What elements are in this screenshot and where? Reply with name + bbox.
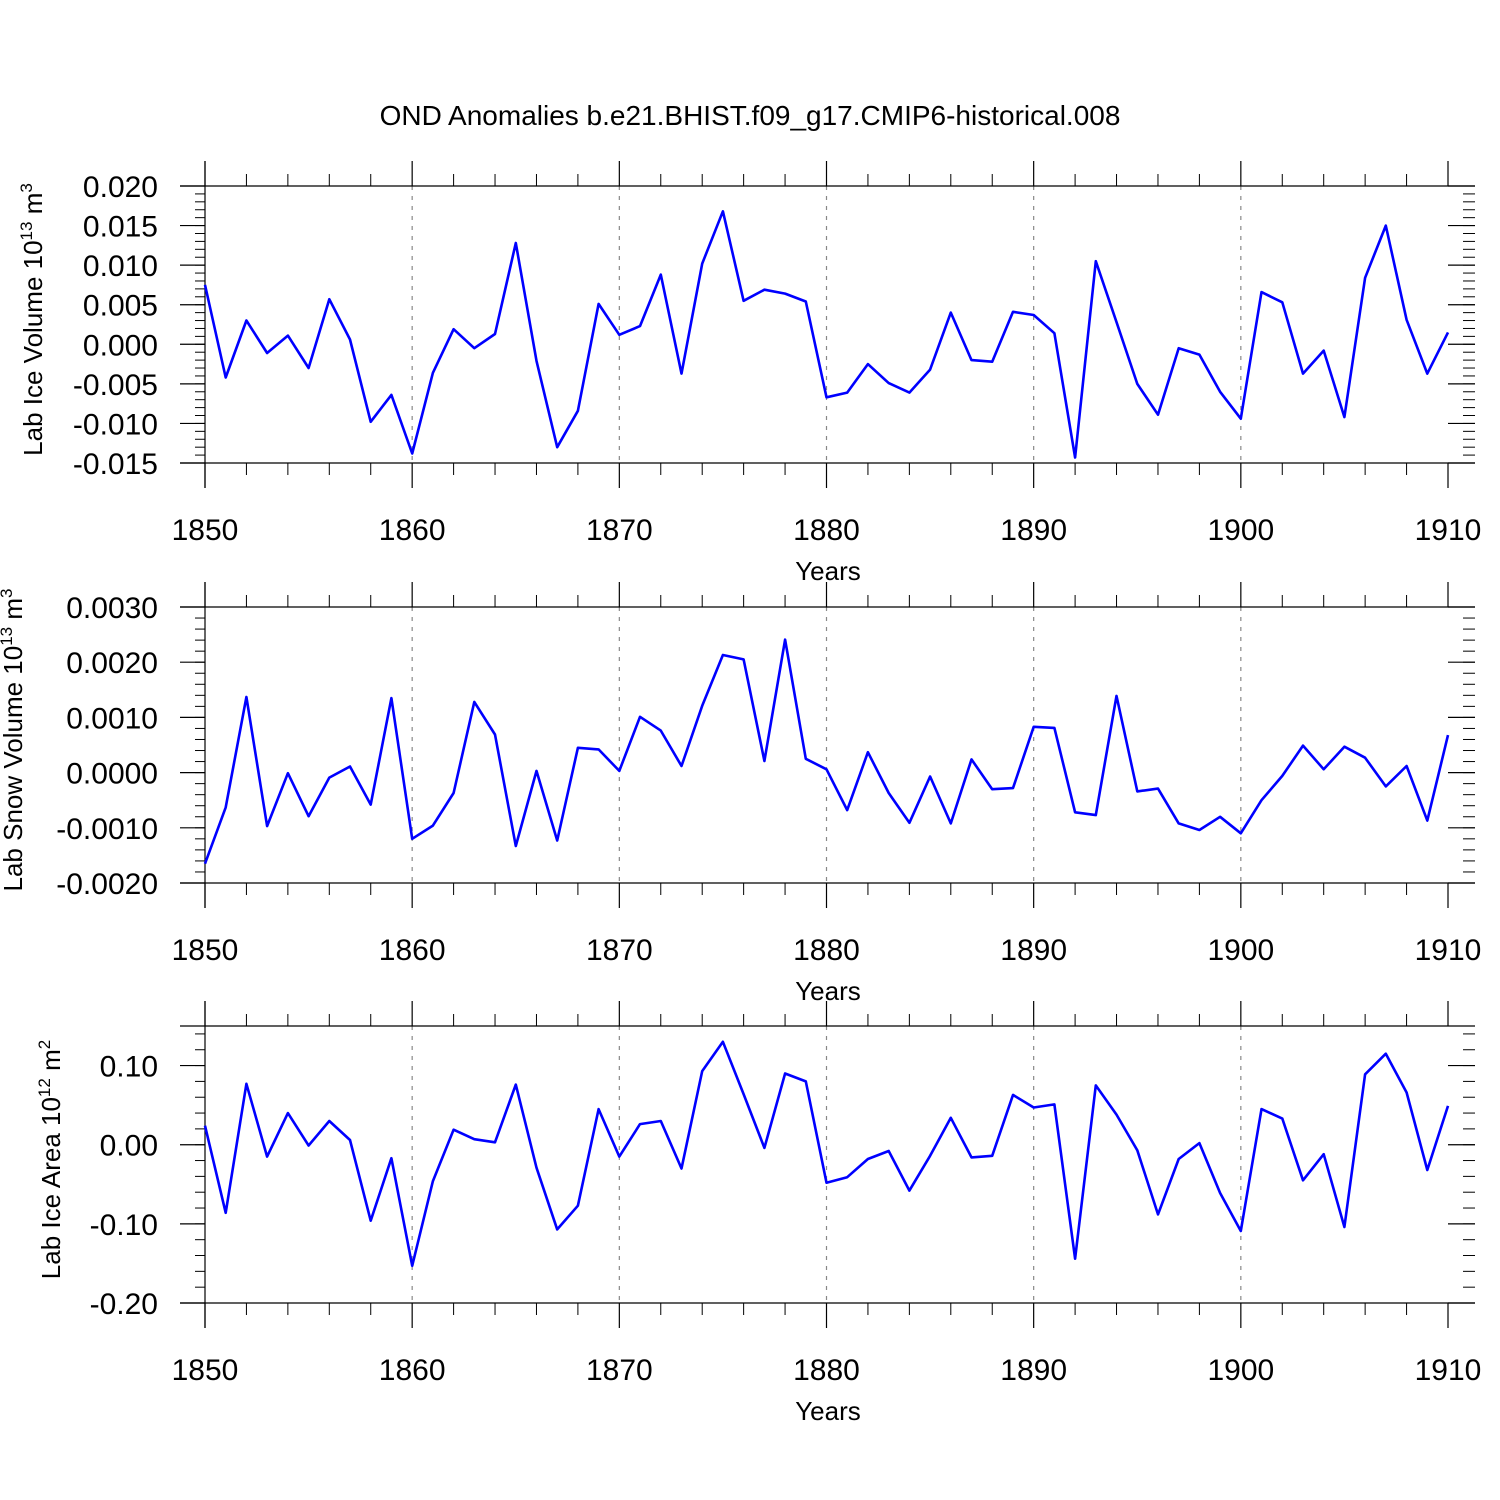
x-tick-label: 1880 [793, 934, 860, 967]
y-tick-label: -0.10 [90, 1209, 158, 1242]
x-axis-title: Years [795, 556, 861, 586]
x-tick-label: 1860 [379, 1354, 446, 1387]
x-tick-label: 1850 [172, 934, 239, 967]
y-tick-label: 0.00 [100, 1130, 158, 1163]
x-tick-label: 1910 [1415, 1354, 1482, 1387]
y-axis-title-text: Lab Ice Area 10 [36, 1097, 66, 1279]
y-tick-label: -0.0010 [56, 813, 158, 846]
y-axis-title-text: Lab Ice Volume 10 [18, 240, 48, 455]
ice-area-series-line [203, 1040, 1450, 1268]
y-tick-label: -0.0020 [56, 868, 158, 901]
ice-volume-series-line [203, 210, 1450, 459]
y-tick-label: 0.0030 [66, 592, 158, 625]
x-tick-label: 1870 [586, 934, 653, 967]
x-tick-label: 1850 [172, 1354, 239, 1387]
y-axis-title-unit-power: 3 [17, 183, 36, 192]
x-tick-label: 1880 [793, 1354, 860, 1387]
y-axis-title-exponent: 13 [0, 627, 16, 646]
y-tick-label: 0.0010 [66, 702, 158, 735]
x-tick-label: 1860 [379, 934, 446, 967]
x-axis-title: Years [795, 1396, 861, 1426]
y-axis-title-unit-power: 3 [0, 588, 16, 597]
x-tick-label: 1900 [1207, 1354, 1274, 1387]
x-tick-label: 1900 [1207, 934, 1274, 967]
y-axis-title-unit: m [0, 598, 28, 627]
y-tick-label: -0.005 [73, 369, 158, 402]
x-tick-label: 1910 [1415, 934, 1482, 967]
x-tick-label: 1870 [586, 514, 653, 547]
y-tick-label: 0.005 [83, 290, 158, 323]
y-tick-label: 0.10 [100, 1051, 158, 1084]
x-tick-label: 1910 [1415, 514, 1482, 547]
y-tick-label: 0.010 [83, 250, 158, 283]
x-tick-label: 1880 [793, 514, 860, 547]
y-tick-label: 0.0000 [66, 758, 158, 791]
y-axis-title-unit: m [18, 193, 48, 222]
y-tick-label: 0.0020 [66, 647, 158, 680]
y-axis-title: Lab Snow Volume 1013 m3 [0, 588, 28, 891]
x-axis-title: Years [795, 976, 861, 1006]
panel-ice-volume: -0.015 -0.010 -0.005 0.000 0.005 0.010 0.015 0.… [17, 161, 1481, 586]
x-tick-label: 1850 [172, 514, 239, 547]
y-tick-label: -0.20 [90, 1288, 158, 1321]
panel-snow-volume: -0.0020 -0.0010 0.0000 0.0010 0.0020 0.0030 18… [0, 582, 1481, 1006]
x-tick-label: 1890 [1000, 1354, 1067, 1387]
y-tick-label: -0.010 [73, 408, 158, 441]
x-tick-label: 1870 [586, 1354, 653, 1387]
y-axis-title-exponent: 12 [35, 1078, 54, 1097]
y-tick-label: 0.020 [83, 171, 158, 204]
y-axis-title: Lab Ice Volume 1013 m3 [17, 183, 48, 456]
x-tick-label: 1890 [1000, 514, 1067, 547]
panel-ice-area: -0.20 -0.10 0.00 0.10 1850 1860 1870 1880 1890 19… [35, 1001, 1481, 1426]
x-tick-label: 1900 [1207, 514, 1274, 547]
y-axis-title-unit-power: 2 [35, 1040, 54, 1049]
y-tick-label: -0.015 [73, 448, 158, 481]
y-axis-title-unit: m [36, 1049, 66, 1078]
y-axis-title-exponent: 13 [17, 222, 36, 241]
snow-volume-series-line [203, 638, 1450, 865]
y-tick-label: 0.000 [83, 329, 158, 362]
x-tick-label: 1860 [379, 514, 446, 547]
x-tick-label: 1890 [1000, 934, 1067, 967]
y-axis-title: Lab Ice Area 1012 m2 [35, 1040, 66, 1279]
figure-title: OND Anomalies b.e21.BHIST.f09_g17.CMIP6-… [380, 100, 1121, 131]
y-axis-title-text: Lab Snow Volume 10 [0, 646, 28, 892]
y-tick-label: 0.015 [83, 211, 158, 244]
